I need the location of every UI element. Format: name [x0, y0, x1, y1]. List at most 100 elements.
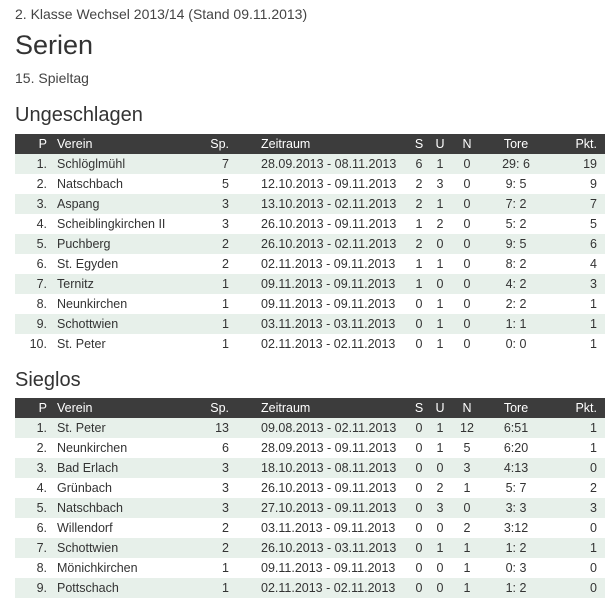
position-cell: 1. — [15, 154, 51, 174]
position-cell: 7. — [15, 274, 51, 294]
col-header-period: Zeitraum — [253, 134, 411, 154]
spacer-cell — [231, 274, 253, 294]
table-row: 2. Neunkirchen 6 28.09.2013 - 09.11.2013 0 1 5… — [15, 438, 605, 458]
club-cell: Bad Erlach — [51, 458, 205, 478]
col-header-losses: N — [453, 134, 481, 154]
goals-cell: 9: 5 — [481, 234, 551, 254]
draws-cell: 2 — [427, 214, 453, 234]
club-cell: Scheiblingkirchen II — [51, 214, 205, 234]
spacer-cell — [231, 518, 253, 538]
club-cell: Pottschach — [51, 578, 205, 598]
games-cell: 13 — [205, 418, 231, 438]
losses-cell: 2 — [453, 518, 481, 538]
goals-cell: 1: 2 — [481, 538, 551, 558]
table-row: 1. Schlöglmühl 7 28.09.2013 - 08.11.2013 6 1 0… — [15, 154, 605, 174]
draws-cell: 1 — [427, 418, 453, 438]
spacer-cell — [231, 254, 253, 274]
club-cell: Ternitz — [51, 274, 205, 294]
col-header-games: Sp. — [205, 398, 231, 418]
points-cell: 3 — [551, 498, 605, 518]
section-title-winless: Sieglos — [15, 369, 81, 391]
goals-cell: 0: 3 — [481, 558, 551, 578]
col-header-points: Pkt. — [551, 134, 605, 154]
club-cell: Puchberg — [51, 234, 205, 254]
position-cell: 7. — [15, 538, 51, 558]
club-cell: Grünbach — [51, 478, 205, 498]
page-title: Serien — [15, 30, 94, 60]
col-header-wins: S — [411, 398, 427, 418]
spacer-cell — [231, 498, 253, 518]
period-cell: 02.11.2013 - 02.11.2013 — [253, 578, 411, 598]
period-cell: 18.10.2013 - 08.11.2013 — [253, 458, 411, 478]
wins-cell: 0 — [411, 314, 427, 334]
club-cell: St. Egyden — [51, 254, 205, 274]
spacer-cell — [231, 194, 253, 214]
losses-cell: 0 — [453, 214, 481, 234]
games-cell: 3 — [205, 458, 231, 478]
games-cell: 7 — [205, 154, 231, 174]
table-header-row: P Verein Sp. Zeitraum S U N Tore Pkt. — [15, 398, 605, 418]
games-cell: 2 — [205, 234, 231, 254]
table-row: 7. Schottwien 2 26.10.2013 - 03.11.2013 0 1 1 1… — [15, 538, 605, 558]
position-cell: 4. — [15, 478, 51, 498]
period-cell: 09.11.2013 - 09.11.2013 — [253, 274, 411, 294]
points-cell: 3 — [551, 274, 605, 294]
period-cell: 28.09.2013 - 08.11.2013 — [253, 154, 411, 174]
col-header-draws: U — [427, 398, 453, 418]
table-row: 10. St. Peter 1 02.11.2013 - 02.11.2013 0 1 0 0… — [15, 334, 605, 354]
losses-cell: 3 — [453, 458, 481, 478]
club-cell: Willendorf — [51, 518, 205, 538]
goals-cell: 3: 3 — [481, 498, 551, 518]
goals-cell: 8: 2 — [481, 254, 551, 274]
unbeaten-table: P Verein Sp. Zeitraum S U N Tore Pkt. 1.… — [15, 134, 605, 354]
draws-cell: 0 — [427, 234, 453, 254]
section-title-unbeaten: Ungeschlagen — [15, 104, 143, 126]
winless-table-body: 1. St. Peter 13 09.08.2013 - 02.11.2013 0 1 12… — [15, 418, 605, 598]
games-cell: 3 — [205, 194, 231, 214]
losses-cell: 0 — [453, 254, 481, 274]
points-cell: 9 — [551, 174, 605, 194]
wins-cell: 0 — [411, 498, 427, 518]
col-header-losses: N — [453, 398, 481, 418]
draws-cell: 0 — [427, 274, 453, 294]
round-label: 15. Spieltag — [15, 70, 89, 86]
table-row: 4. Scheiblingkirchen II 3 26.10.2013 - 09.1… — [15, 214, 605, 234]
draws-cell: 0 — [427, 558, 453, 578]
goals-cell: 0: 0 — [481, 334, 551, 354]
period-cell: 09.11.2013 - 09.11.2013 — [253, 294, 411, 314]
wins-cell: 0 — [411, 558, 427, 578]
wins-cell: 0 — [411, 418, 427, 438]
table-header-row: P Verein Sp. Zeitraum S U N Tore Pkt. — [15, 134, 605, 154]
losses-cell: 0 — [453, 234, 481, 254]
draws-cell: 0 — [427, 578, 453, 598]
position-cell: 8. — [15, 558, 51, 578]
period-cell: 09.11.2013 - 09.11.2013 — [253, 558, 411, 578]
wins-cell: 0 — [411, 578, 427, 598]
col-header-club: Verein — [51, 398, 205, 418]
table-row: 1. St. Peter 13 09.08.2013 - 02.11.2013 0 1 12… — [15, 418, 605, 438]
league-subtitle: 2. Klasse Wechsel 2013/14 (Stand 09.11.2… — [15, 6, 308, 22]
spacer-cell — [231, 458, 253, 478]
unbeaten-table-body: 1. Schlöglmühl 7 28.09.2013 - 08.11.2013 6 1 0… — [15, 154, 605, 354]
club-cell: Schlöglmühl — [51, 154, 205, 174]
points-cell: 5 — [551, 214, 605, 234]
col-header-period: Zeitraum — [253, 398, 411, 418]
col-header-wins: S — [411, 134, 427, 154]
games-cell: 2 — [205, 254, 231, 274]
club-cell: St. Peter — [51, 334, 205, 354]
points-cell: 2 — [551, 478, 605, 498]
draws-cell: 1 — [427, 314, 453, 334]
period-cell: 27.10.2013 - 09.11.2013 — [253, 498, 411, 518]
points-cell: 1 — [551, 438, 605, 458]
club-cell: Neunkirchen — [51, 294, 205, 314]
goals-cell: 9: 5 — [481, 174, 551, 194]
position-cell: 10. — [15, 334, 51, 354]
table-row: 9. Pottschach 1 02.11.2013 - 02.11.2013 0 0 1 1… — [15, 578, 605, 598]
points-cell: 1 — [551, 314, 605, 334]
position-cell: 3. — [15, 458, 51, 478]
losses-cell: 1 — [453, 478, 481, 498]
club-cell: Mönichkirchen — [51, 558, 205, 578]
points-cell: 6 — [551, 234, 605, 254]
table-row: 4. Grünbach 3 26.10.2013 - 09.11.2013 0 2 1 5: … — [15, 478, 605, 498]
